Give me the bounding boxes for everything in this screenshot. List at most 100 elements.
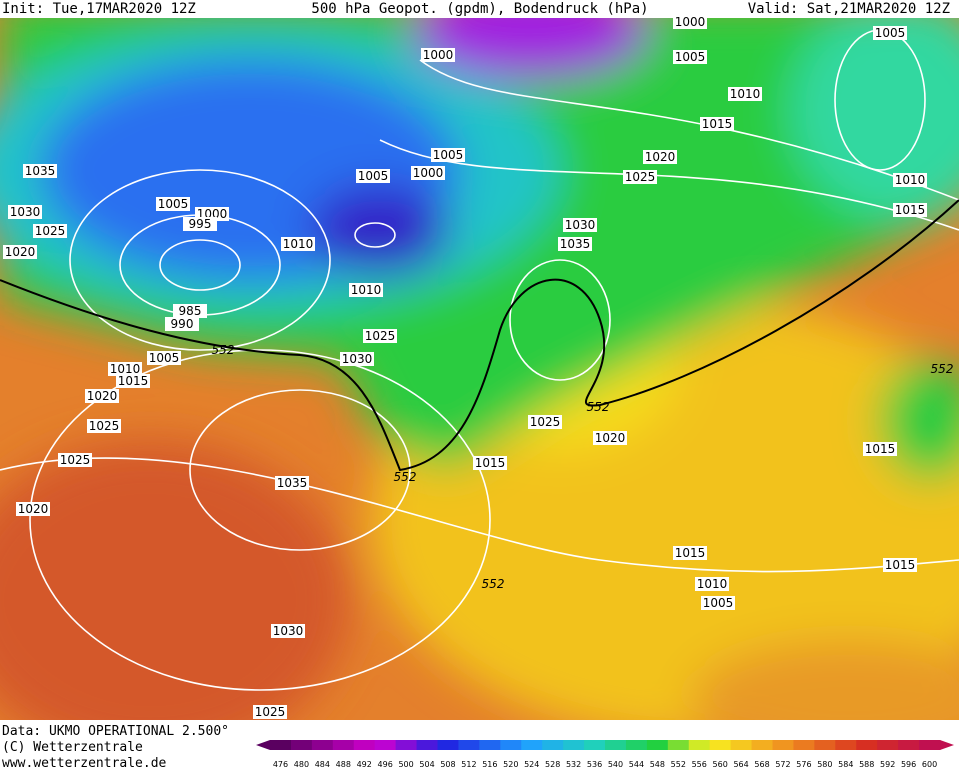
scale-cell <box>563 740 585 750</box>
isobar-label-box <box>183 217 217 231</box>
scale-cell <box>270 740 292 750</box>
scale-cell <box>584 740 606 750</box>
scale-label: 600 <box>922 760 937 769</box>
isobar-label: 995 <box>189 217 212 231</box>
scale-label: 584 <box>838 760 853 769</box>
scale-label: 564 <box>733 760 748 769</box>
isobar-label-box <box>363 329 397 343</box>
scale-label: 504 <box>419 760 434 769</box>
isobar-label: 985 <box>179 304 202 318</box>
copyright: (C) Wetterzentrale <box>2 740 143 755</box>
scale-label: 544 <box>629 760 644 769</box>
scale-label: 572 <box>775 760 790 769</box>
isobar-label: 1020 <box>645 150 676 164</box>
scale-label: 476 <box>273 760 288 769</box>
scale-cell <box>437 740 459 750</box>
isobar-label: 1035 <box>560 237 591 251</box>
isobar-label: 1025 <box>625 170 656 184</box>
isobar-label: 1010 <box>283 237 314 251</box>
isobar-label-box <box>87 419 121 433</box>
isobar-label-box <box>700 117 734 131</box>
scale-label: 556 <box>692 760 707 769</box>
scale-label: 536 <box>587 760 602 769</box>
scale-label: 548 <box>650 760 665 769</box>
isobar-label: 1005 <box>703 596 734 610</box>
isobar-label: 1005 <box>675 50 706 64</box>
isobar-label: 1005 <box>149 351 180 365</box>
height-label: 552 <box>482 577 505 591</box>
isobar-label-box <box>643 150 677 164</box>
isobar-label: 1025 <box>60 453 91 467</box>
isobar-label: 1020 <box>5 245 36 259</box>
isobar-label-box <box>85 389 119 403</box>
isobar-label: 1005 <box>875 26 906 40</box>
scale-label: 512 <box>461 760 476 769</box>
isobar-label: 1025 <box>530 415 561 429</box>
scale-arrow-left <box>256 740 270 750</box>
scale-label: 500 <box>398 760 413 769</box>
isobar-label-box <box>340 352 374 366</box>
isobar-label-box <box>673 15 707 29</box>
isobar-label: 1005 <box>158 197 189 211</box>
scale-cell <box>332 740 355 750</box>
isobar-label-box <box>275 476 309 490</box>
isobar-label-box <box>349 283 383 297</box>
scale-cell <box>395 740 418 750</box>
isobar-label-box <box>893 173 927 187</box>
height-label: 552 <box>212 343 235 357</box>
scale-cell <box>311 740 334 750</box>
scale-label: 492 <box>357 760 372 769</box>
isobar-label: 1025 <box>255 705 286 719</box>
url: www.wetterzentrale.de <box>2 756 167 770</box>
isobar-label: 1010 <box>110 362 141 376</box>
isobar-label: 1015 <box>702 117 733 131</box>
isobar-label-box <box>156 197 190 211</box>
scale-label: 520 <box>503 760 518 769</box>
scale-label: 596 <box>901 760 916 769</box>
scale-label: 524 <box>524 760 539 769</box>
map-title: 500 hPa Geopot. (gpdm), Bodendruck (hPa) <box>311 1 648 17</box>
scale-label: 588 <box>859 760 874 769</box>
scale-cell <box>374 740 397 750</box>
isobar-label-box <box>883 558 917 572</box>
scale-cell <box>667 740 690 750</box>
isobar-label-box <box>558 237 592 251</box>
scale-label: 480 <box>294 760 309 769</box>
scale-cell <box>353 740 376 750</box>
scale-label: 568 <box>754 760 769 769</box>
scale-label: 580 <box>817 760 832 769</box>
isobar-label: 1005 <box>358 169 389 183</box>
scale-cell <box>625 740 648 750</box>
isobar-label: 1035 <box>25 164 56 178</box>
scale-label: 516 <box>482 760 497 769</box>
scale-label: 560 <box>713 760 728 769</box>
scale-cell <box>856 740 878 750</box>
isobar-label-box <box>8 205 42 219</box>
valid-time: Valid: Sat,21MAR2020 12Z <box>748 1 950 17</box>
isobar-label: 1010 <box>895 173 926 187</box>
scale-cell <box>772 740 794 750</box>
scale-cell <box>688 740 711 750</box>
scale-label: 488 <box>336 760 351 769</box>
scale-label: 528 <box>545 760 560 769</box>
isobar-label-box <box>16 502 50 516</box>
isobar-label-box <box>116 374 150 388</box>
scale-cell <box>290 740 313 750</box>
isobar-label: 1030 <box>273 624 304 638</box>
isobar-label: 1010 <box>351 283 382 297</box>
scale-cell <box>458 740 480 750</box>
isobar-label: 1035 <box>277 476 308 490</box>
isobar-label: 1000 <box>675 15 706 29</box>
scale-cell <box>605 740 627 750</box>
isobar-label-box <box>863 442 897 456</box>
height-label: 552 <box>931 362 954 376</box>
scale-cell <box>751 740 773 750</box>
isobar-label-box <box>431 148 465 162</box>
isobar-label-box <box>421 48 455 62</box>
isobar-label-box <box>563 218 597 232</box>
isobar-label: 990 <box>171 317 194 331</box>
isobar-label: 1015 <box>865 442 896 456</box>
